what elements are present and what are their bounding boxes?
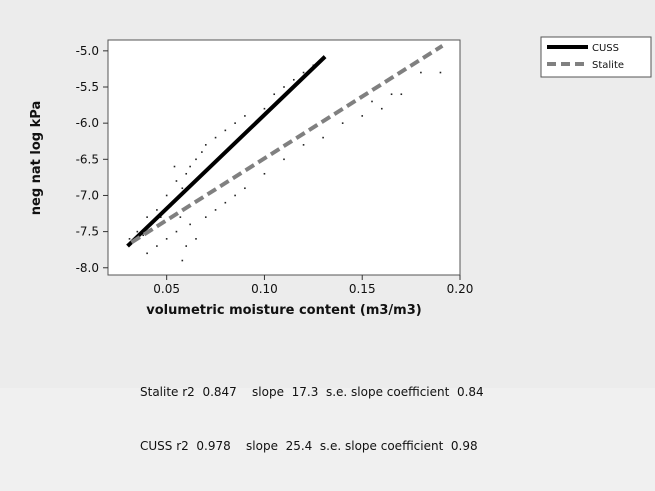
data-point <box>175 180 178 182</box>
data-point <box>244 187 246 190</box>
legend-label-stalite: Stalite <box>592 60 624 71</box>
data-point <box>214 136 217 139</box>
data-point <box>136 230 139 233</box>
data-point <box>185 172 188 175</box>
data-point <box>128 238 131 240</box>
data-point <box>175 230 178 233</box>
y-axis-title: neg nat log kPa <box>29 101 44 216</box>
x-tick-label: 0.20 <box>447 282 474 296</box>
data-point <box>165 238 168 240</box>
x-tick-label: 0.10 <box>251 282 278 296</box>
data-point <box>181 187 184 190</box>
y-axis: -5.0 -5.5 -6.0 -6.5 -7.0 -7.5 -8.0 <box>76 44 108 275</box>
data-point <box>361 115 364 117</box>
legend: CUSS Stalite <box>540 36 652 78</box>
data-point <box>204 144 207 146</box>
data-point <box>142 234 144 237</box>
data-point <box>439 71 442 74</box>
data-point <box>224 129 227 132</box>
y-tick-label: -7.0 <box>76 188 99 202</box>
data-point <box>146 216 148 218</box>
x-tick-label: 0.05 <box>153 282 180 296</box>
data-point <box>165 194 168 197</box>
data-point <box>195 158 197 161</box>
data-point <box>400 93 403 96</box>
data-point <box>160 216 162 218</box>
y-tick-label: -5.0 <box>76 44 99 58</box>
series-line-stalite <box>130 44 444 245</box>
legend-box <box>540 36 652 78</box>
y-tick-label: -8.0 <box>76 261 99 275</box>
legend-label-cuss: CUSS <box>592 43 619 54</box>
data-point <box>292 78 295 81</box>
data-point <box>390 93 393 96</box>
data-point <box>420 71 422 74</box>
series-line-cuss <box>126 55 327 248</box>
points-layer <box>128 57 442 262</box>
data-point <box>179 216 182 218</box>
data-point <box>201 151 203 153</box>
data-point <box>322 136 324 139</box>
data-point <box>181 259 184 262</box>
stats-line-stalite: Stalite r2 0.847 slope 17.3 s.e. slope c… <box>140 385 484 399</box>
data-point <box>156 245 158 247</box>
x-axis: 0.05 0.10 0.15 0.20 <box>153 275 473 296</box>
data-point <box>156 209 158 211</box>
chart-svg: 0.05 0.10 0.15 0.20 -5.0 -5.5 -6.0 -6.5 -7.0 -7.… <box>29 36 652 318</box>
data-point <box>173 165 176 168</box>
y-tick-label: -7.5 <box>76 225 99 239</box>
y-tick-label: -6.5 <box>76 152 99 166</box>
x-tick-label: 0.15 <box>349 282 376 296</box>
data-point <box>234 194 236 197</box>
y-tick-label: -5.5 <box>76 80 99 94</box>
data-point <box>214 209 217 211</box>
data-point <box>380 107 383 110</box>
stats-block: Stalite r2 0.847 slope 17.3 s.e. slope c… <box>140 347 484 491</box>
chart-figure: 0.05 0.10 0.15 0.20 -5.0 -5.5 -6.0 -6.5 -7.0 -7.… <box>29 36 652 453</box>
data-point <box>371 100 373 103</box>
data-point <box>263 172 266 175</box>
data-point <box>244 115 246 117</box>
data-point <box>283 86 285 88</box>
data-point <box>189 165 191 168</box>
data-point <box>302 144 305 146</box>
data-point <box>283 158 285 161</box>
lines-layer <box>126 44 444 248</box>
data-point <box>263 107 266 110</box>
y-tick-label: -6.0 <box>76 116 99 130</box>
data-point <box>189 223 191 226</box>
data-point <box>146 252 148 255</box>
data-point <box>185 245 188 247</box>
data-point <box>302 71 305 74</box>
data-point <box>341 122 344 124</box>
data-point <box>204 216 207 218</box>
stats-line-cuss: CUSS r2 0.978 slope 25.4 s.e. slope coef… <box>140 439 478 453</box>
data-point <box>224 201 227 204</box>
plot-area <box>107 39 461 276</box>
x-axis-title: volumetric moisture content (m3/m3) <box>146 303 421 318</box>
data-point <box>234 122 236 124</box>
data-point <box>273 93 276 96</box>
data-point <box>195 238 197 240</box>
